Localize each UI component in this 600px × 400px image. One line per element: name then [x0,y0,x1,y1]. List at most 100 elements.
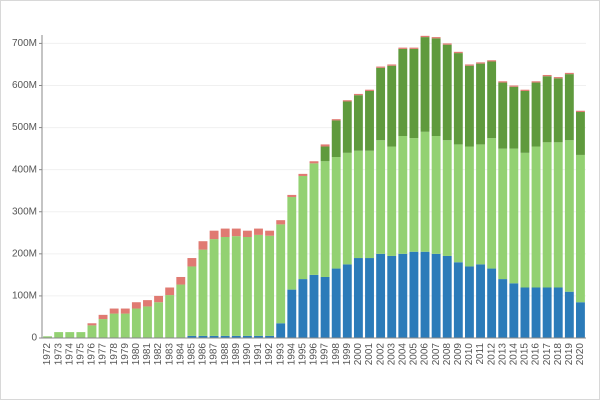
bar-segment [376,140,386,254]
bar-segment [442,44,452,141]
bar-segment [553,78,563,143]
bar-segment [553,287,563,338]
bar-segment [398,48,408,137]
x-tick-label: 2007 [431,343,442,366]
x-tick-label: 1975 [75,343,86,366]
bar-segment [409,48,419,139]
bar-segment [120,308,130,314]
bar-segment [365,89,374,91]
bar-segment [298,175,308,280]
x-tick-label: 2008 [442,343,453,366]
bar-segment [87,323,97,326]
bar-segment [387,65,397,147]
bar-segment [564,140,574,292]
bar-segment [553,77,563,79]
bar-segment [331,119,341,121]
x-tick-label: 2015 [520,343,531,366]
x-tick-label: 2016 [531,343,542,366]
x-tick-label: 1984 [175,343,186,366]
bar-segment [487,138,497,269]
x-tick-label: 2005 [409,343,420,366]
bar-segment [342,100,352,102]
y-tick-label: 500M [12,122,37,133]
bar-segment [376,253,386,338]
x-tick-label: 1983 [164,343,175,366]
x-tick-label: 1985 [187,343,198,366]
bar-segment [331,268,341,338]
x-tick-label: 2000 [353,343,364,366]
bar-segment [442,255,452,338]
y-tick-label: 400M [12,164,37,175]
bar-segment [54,332,64,338]
bar-segment [509,86,519,149]
y-tick-label: 100M [12,291,37,302]
x-tick-label: 1998 [331,343,342,366]
bar-segment [453,51,463,54]
bar-segment [276,224,286,324]
x-tick-label: 1973 [53,343,64,366]
bar-segment [287,289,297,338]
bar-segment [265,235,275,336]
bar-segment [431,37,441,39]
bar-segment [198,241,208,250]
bar-segment [453,53,463,145]
x-tick-label: 1999 [342,343,353,366]
x-tick-label: 1997 [320,343,331,366]
bar-segment [309,161,319,164]
x-tick-label: 1989 [231,343,242,366]
x-tick-label: 1977 [98,343,109,366]
bar-segment [365,90,374,151]
x-tick-label: 2013 [497,343,508,366]
bar-segment [531,287,541,338]
x-tick-label: 1982 [153,343,164,366]
bar-segment [542,142,552,288]
bar-segment [309,163,319,275]
bar-segment [165,295,175,338]
bar-segment [76,332,86,338]
bar-segment [209,230,219,240]
bar-segment [298,173,308,176]
bar-segment [65,332,75,338]
x-tick-label: 2002 [375,343,386,366]
bar-segment [576,112,585,155]
bar-segment [342,264,352,338]
x-tick-label: 1976 [87,343,98,366]
bar-segment [176,276,186,285]
bar-segment [198,335,208,338]
x-tick-label: 1995 [298,343,309,366]
bar-segment [120,313,130,338]
bar-segment [420,131,430,252]
bar-segment [154,302,164,338]
x-tick-label: 1990 [242,343,253,366]
bar-segment [476,264,485,338]
bar-segment [320,144,330,147]
x-tick-label: 1987 [209,343,220,366]
bar-segment [143,300,152,307]
bar-segment [442,43,452,45]
bar-segment [487,61,497,139]
bar-segment [287,194,297,198]
x-tick-label: 2011 [475,343,486,365]
bar-segment [476,144,485,265]
x-tick-label: 2014 [508,343,519,366]
bar-segment [464,65,474,147]
bar-segment [520,152,530,288]
bar-segment [398,136,408,254]
bar-segment [487,268,497,338]
bar-segment [220,237,230,336]
bar-segment [553,142,563,288]
bar-segment [353,93,363,96]
bar-segment [109,313,119,338]
bar-segment [87,325,97,338]
x-tick-label: 1994 [286,343,297,366]
y-tick-label: 0 [31,333,37,344]
bar-segment [476,63,485,145]
bar-segment [220,228,230,237]
bar-segment [476,62,485,64]
bar-segment [531,146,541,288]
bar-segment [43,336,52,338]
bar-segment [342,152,352,265]
bar-segment [487,60,497,62]
bar-segment [353,95,363,151]
bar-segment [154,295,164,303]
